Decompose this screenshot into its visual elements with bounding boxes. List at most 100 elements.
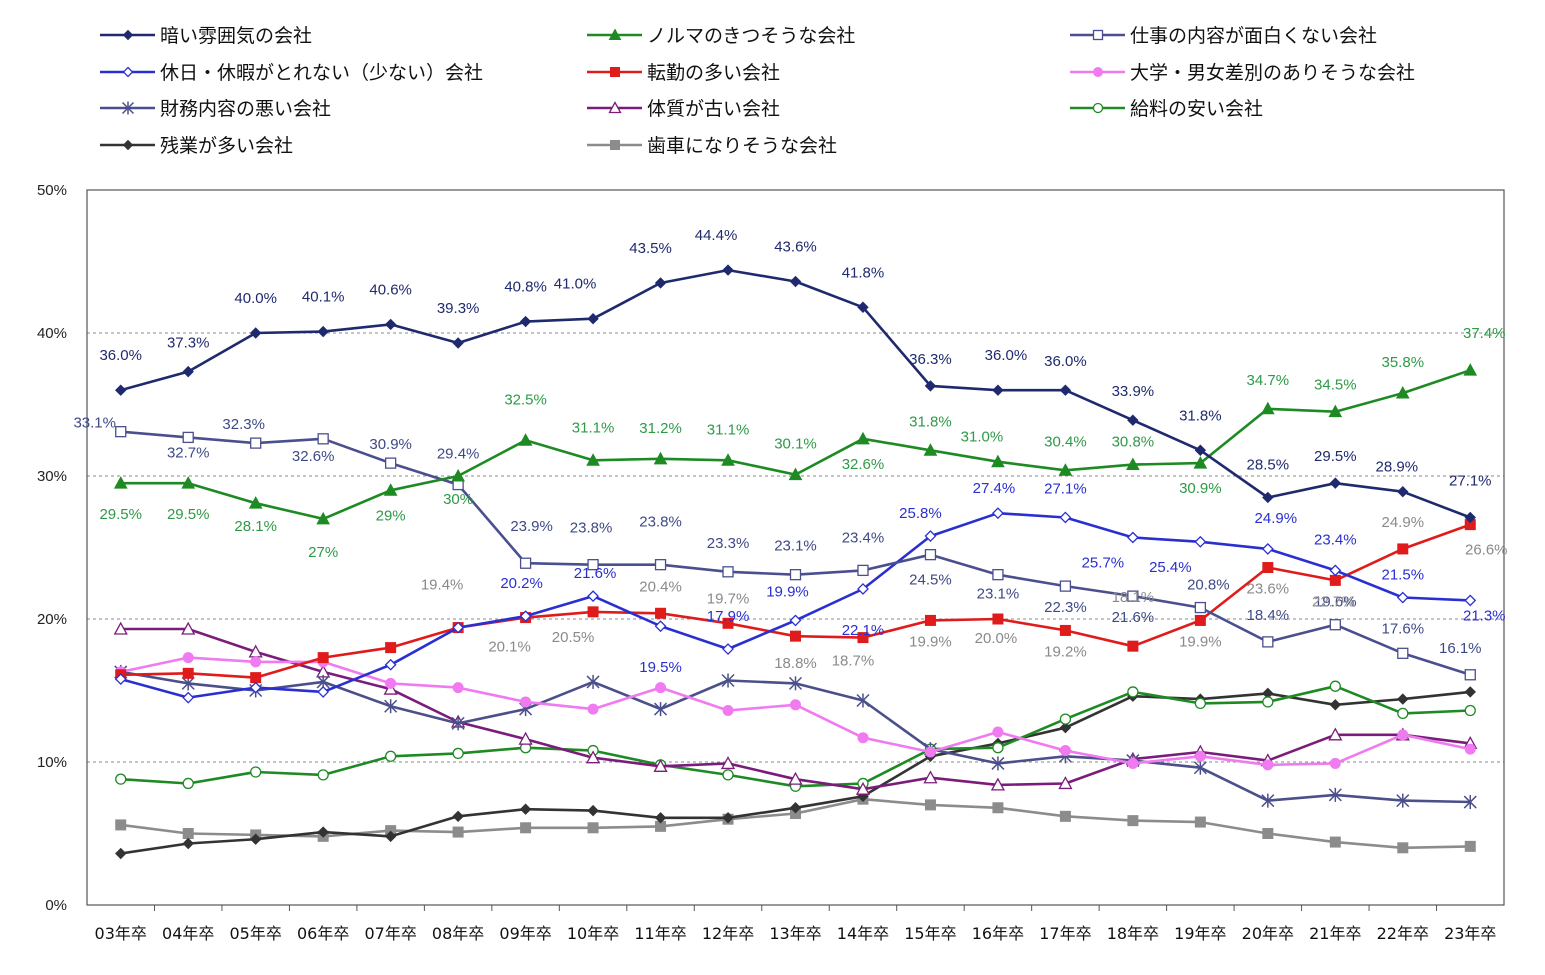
data-label: 30.9% <box>1179 480 1222 497</box>
data-label: 20.5% <box>552 629 595 646</box>
data-label: 19.9% <box>1179 633 1222 650</box>
data-point <box>991 454 1005 468</box>
data-point <box>923 770 938 784</box>
data-point <box>452 621 465 634</box>
data-label: 19.5% <box>639 659 682 676</box>
data-label: 27.1% <box>1044 480 1087 497</box>
data-point <box>518 433 533 446</box>
data-point <box>585 750 601 764</box>
legend-marker <box>121 101 135 115</box>
data-point <box>1058 776 1073 790</box>
data-point <box>1329 836 1341 848</box>
y-tick-label: 10% <box>37 754 67 771</box>
data-point <box>1262 759 1274 771</box>
data-label: 19.6% <box>1314 594 1357 611</box>
data-label: 31.2% <box>639 420 682 437</box>
legend-item-discrimination: 大学・男女差別のありそうな会社 <box>1070 62 1415 84</box>
data-point <box>992 726 1004 738</box>
data-point <box>115 426 127 438</box>
data-point <box>182 652 194 664</box>
x-tick-label: 22年卒 <box>1377 924 1429 943</box>
data-point <box>587 590 599 603</box>
y-tick-label: 0% <box>45 897 67 914</box>
data-point <box>722 812 734 824</box>
data-point <box>519 610 532 623</box>
data-point <box>1329 680 1341 692</box>
data-label: 23.8% <box>639 514 682 531</box>
series-low-salary <box>115 680 1476 792</box>
data-point <box>1194 444 1207 456</box>
data-label: 24.9% <box>1255 510 1298 527</box>
data-label: 32.3% <box>222 416 265 433</box>
data-label: 21.3% <box>1463 607 1506 624</box>
data-point <box>1260 401 1275 415</box>
data-label: 20.4% <box>639 578 682 595</box>
data-point <box>856 431 870 445</box>
data-label: 19.2% <box>1044 643 1087 660</box>
data-label: 33.1% <box>73 415 116 432</box>
data-point <box>1329 757 1341 769</box>
data-point <box>1464 669 1476 681</box>
series-line <box>120 268 1471 519</box>
data-point <box>317 433 329 445</box>
data-point <box>992 742 1004 754</box>
data-point <box>250 672 262 684</box>
data-point <box>1193 760 1207 775</box>
data-point <box>1261 793 1275 808</box>
data-label: 36.0% <box>985 347 1028 364</box>
data-point <box>1126 531 1139 544</box>
data-point <box>857 632 869 644</box>
legend-item-much-overtime: 残業が多い会社 <box>100 135 293 157</box>
data-label: 31.1% <box>572 419 615 436</box>
data-label: 31.1% <box>707 421 750 438</box>
data-point <box>722 617 734 629</box>
data-label: 23.6% <box>1247 581 1290 598</box>
data-point <box>317 652 329 664</box>
data-point <box>992 569 1004 581</box>
data-point <box>789 275 802 288</box>
data-point <box>992 384 1004 396</box>
data-point <box>114 673 127 685</box>
data-point <box>113 621 128 635</box>
data-point <box>992 802 1004 814</box>
data-point <box>1059 721 1072 734</box>
y-tick-label: 20% <box>37 611 67 628</box>
legend-marker <box>608 28 622 40</box>
series-frequent-transfer <box>115 519 1476 684</box>
data-point <box>519 557 532 569</box>
legend-item-cog-in-machine: 歯車になりそうな会社 <box>587 135 837 157</box>
data-labels: 36.0% 37.3% 40.0% 40.1% 40.6% 39.3% 40.8% 41.0%… <box>73 227 1507 676</box>
legend-item-poor-finance: 財務内容の悪い会社 <box>100 98 331 120</box>
x-tick-label: 19年卒 <box>1174 924 1226 943</box>
data-label: 35.8% <box>1382 354 1425 371</box>
data-point <box>855 781 871 795</box>
series-discrimination <box>115 652 1476 771</box>
data-point <box>856 693 870 708</box>
data-point <box>1463 795 1477 810</box>
data-label: 23.8% <box>570 520 613 537</box>
data-point <box>1463 363 1478 376</box>
y-tick-label: 40% <box>37 325 67 342</box>
data-point <box>587 822 599 834</box>
data-point <box>451 716 465 731</box>
data-point <box>1464 840 1476 852</box>
data-point <box>1059 511 1072 524</box>
data-label: 20.1% <box>488 639 531 656</box>
data-point <box>520 822 532 834</box>
data-label: 41.0% <box>554 276 597 293</box>
data-point <box>857 301 869 313</box>
data-label: 31.8% <box>1179 407 1222 424</box>
data-label: 20.0% <box>975 630 1018 647</box>
data-point <box>1127 590 1139 602</box>
data-point <box>1329 564 1342 577</box>
x-tick-label: 03年卒 <box>95 924 147 943</box>
data-point <box>992 613 1004 625</box>
x-tick-label: 06年卒 <box>297 924 349 943</box>
data-point <box>654 620 667 633</box>
data-label: 34.7% <box>1247 372 1290 389</box>
data-label: 36.0% <box>1044 353 1087 370</box>
data-label: 23.4% <box>842 529 885 546</box>
data-point <box>1059 713 1072 725</box>
data-point <box>452 337 464 349</box>
data-point <box>250 656 262 668</box>
